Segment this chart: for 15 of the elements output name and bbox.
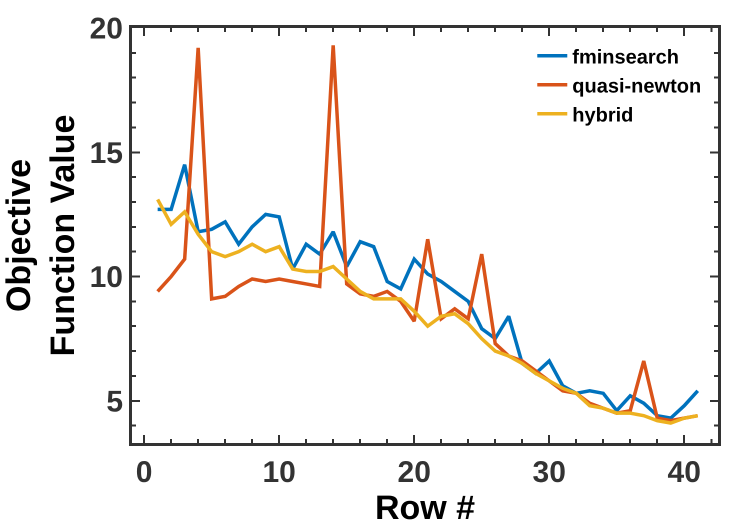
x-tick-label: 30 <box>532 456 566 489</box>
legend-label: quasi-newton <box>572 76 702 98</box>
x-tick-label: 40 <box>668 456 701 489</box>
legend-label: hybrid <box>572 104 634 127</box>
line-series <box>156 198 700 425</box>
x-tick-label: 10 <box>262 456 296 489</box>
x-axis-title: Row # <box>374 489 476 527</box>
y-axis-title: Objective Function Value <box>0 114 82 356</box>
y-tick-label: 20 <box>90 12 123 46</box>
y-tick-label: 15 <box>90 136 123 170</box>
x-tick-label: 0 <box>136 456 152 489</box>
x-tick-label: 20 <box>398 456 431 489</box>
legend-label: fminsearch <box>572 46 679 69</box>
y-tick-label: 5 <box>106 385 123 418</box>
y-tick-label: 10 <box>90 261 123 294</box>
